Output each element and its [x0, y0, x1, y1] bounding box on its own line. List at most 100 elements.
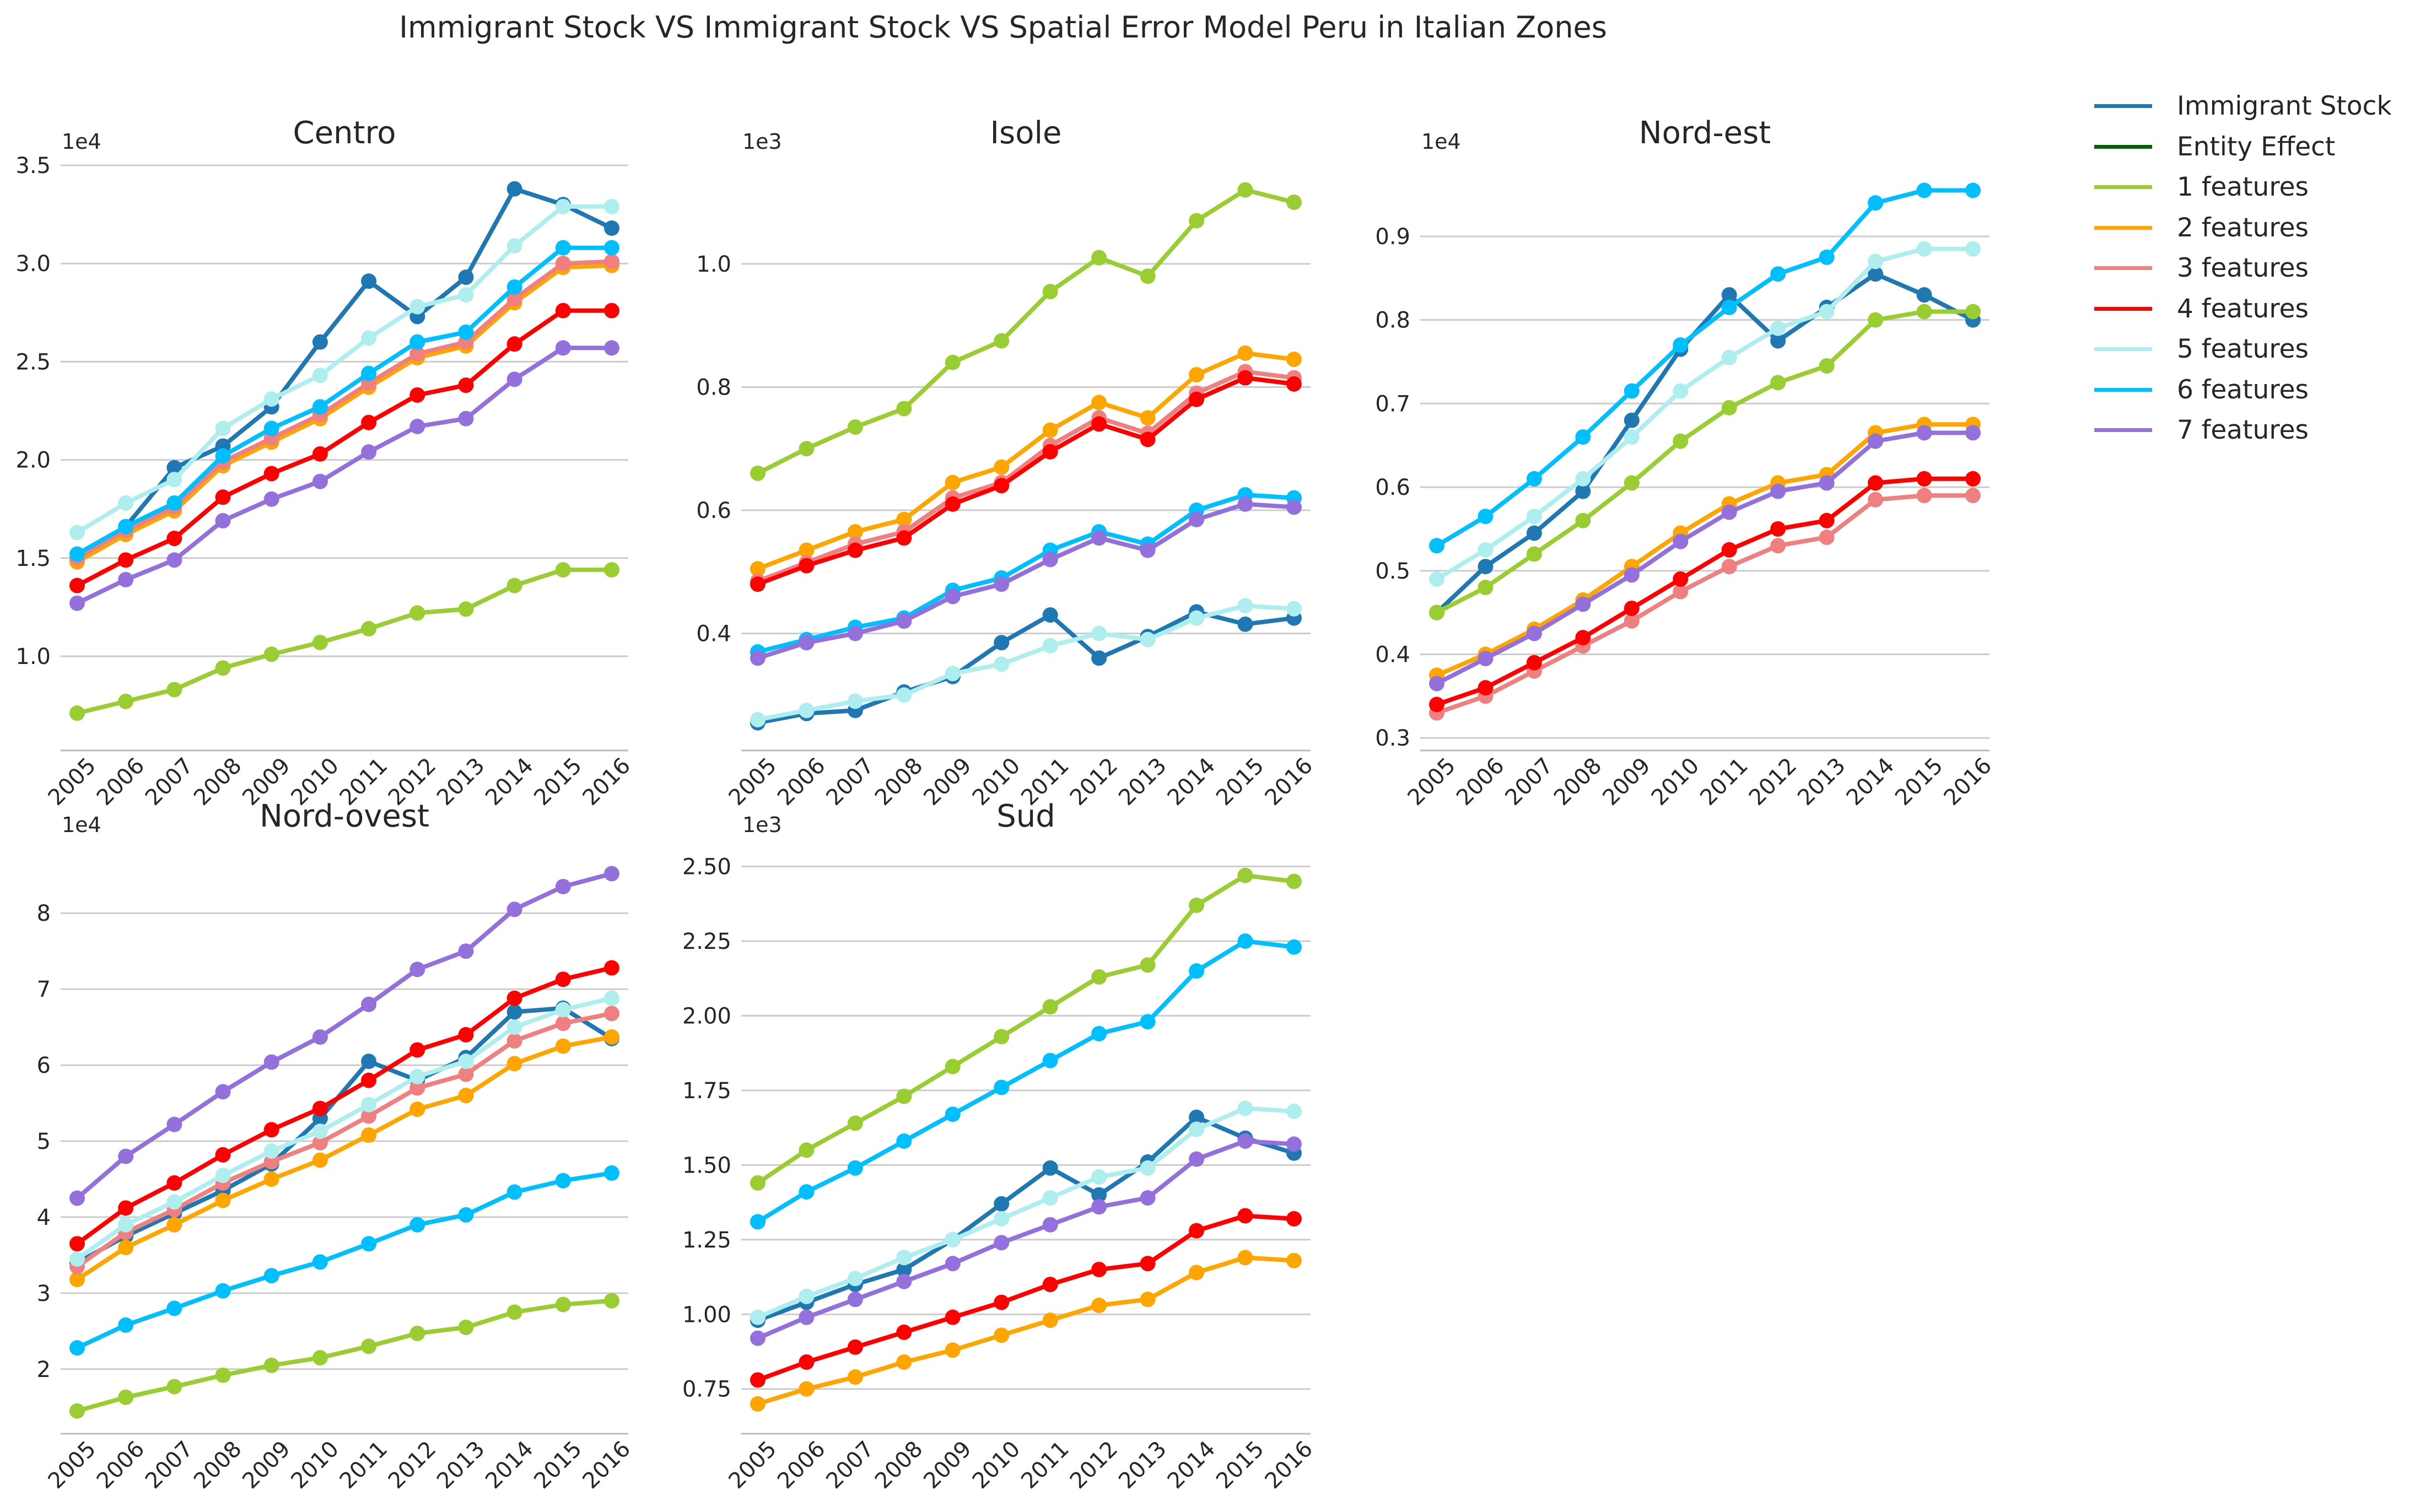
- data-point: [1965, 304, 1981, 320]
- x-tick-label: 2012: [1744, 753, 1802, 811]
- data-point: [1237, 496, 1253, 512]
- x-tick-label: 2006: [1452, 753, 1509, 811]
- data-point: [458, 1207, 474, 1223]
- data-point: [1237, 598, 1253, 614]
- data-point: [361, 1054, 377, 1070]
- series-line: [1435, 422, 1975, 678]
- data-point: [263, 1171, 279, 1187]
- data-point: [361, 621, 377, 637]
- x-tick-label: 2005: [724, 1437, 782, 1494]
- series-3-features: [750, 364, 1302, 589]
- data-point: [799, 1142, 815, 1158]
- data-point: [896, 1088, 912, 1104]
- data-point: [361, 414, 377, 430]
- data-point: [166, 1379, 182, 1395]
- data-point: [847, 1339, 863, 1355]
- data-point: [994, 656, 1010, 672]
- data-point: [361, 996, 377, 1012]
- data-point: [1526, 655, 1542, 671]
- series-line: [1435, 476, 1975, 707]
- data-point: [1770, 483, 1786, 499]
- data-point: [1189, 610, 1205, 626]
- data-point: [994, 635, 1010, 651]
- data-point: [506, 577, 522, 593]
- data-point: [750, 712, 765, 728]
- axis-exponent: 1e3: [742, 813, 782, 837]
- data-point: [1286, 939, 1302, 955]
- subplot-nord-ovest: 2345678200520062007200820092010201120122…: [37, 798, 636, 1494]
- y-tick-label: 8: [37, 901, 51, 926]
- data-point: [945, 1059, 961, 1074]
- legend-swatch: [2094, 144, 2152, 149]
- data-point: [312, 1029, 328, 1045]
- y-tick-label: 1.50: [682, 1153, 731, 1178]
- y-tick-label: 3.5: [15, 153, 51, 179]
- data-point: [409, 1080, 425, 1096]
- data-point: [750, 1396, 765, 1412]
- series-line: [1435, 246, 1975, 581]
- data-point: [750, 576, 765, 592]
- data-point: [799, 558, 815, 574]
- subplot-isole: 0.40.60.81.02005200620072008200920102011…: [696, 115, 1318, 811]
- data-point: [1819, 249, 1835, 265]
- data-point: [166, 1175, 182, 1191]
- data-point: [1526, 625, 1542, 641]
- series-2-features: [69, 257, 619, 570]
- data-point: [118, 1240, 134, 1256]
- data-point: [896, 1273, 912, 1289]
- data-point: [1091, 1261, 1107, 1277]
- legend-label: Entity Effect: [2177, 131, 2336, 162]
- data-point: [896, 1250, 912, 1266]
- data-point: [847, 1271, 863, 1287]
- x-tick-label: 2005: [724, 753, 782, 811]
- data-point: [506, 181, 522, 197]
- data-point: [1140, 1014, 1156, 1030]
- data-point: [1189, 511, 1205, 527]
- series-line: [756, 873, 1296, 1185]
- data-point: [409, 1101, 425, 1117]
- series-line: [756, 1139, 1296, 1341]
- legend-item: Entity Effect: [2094, 127, 2392, 168]
- data-point: [263, 1122, 279, 1138]
- data-point: [1673, 584, 1689, 600]
- data-point: [1286, 499, 1302, 515]
- data-point: [604, 562, 619, 578]
- data-point: [896, 530, 912, 546]
- x-tick-label: 2007: [1500, 753, 1558, 811]
- series-4-features: [750, 1208, 1302, 1388]
- data-point: [409, 1325, 425, 1341]
- series-5-features: [750, 1100, 1302, 1325]
- series-4-features: [69, 960, 619, 1252]
- data-point: [847, 542, 863, 558]
- data-point: [361, 273, 377, 289]
- data-point: [1286, 873, 1302, 889]
- series-3-features: [1429, 488, 1981, 721]
- data-point: [1189, 367, 1205, 383]
- x-tick-label: 2015: [529, 1437, 587, 1494]
- data-point: [1140, 1160, 1156, 1176]
- data-point: [750, 1309, 765, 1325]
- x-tick-label: 2016: [1939, 753, 1997, 811]
- x-tick-label: 2014: [1163, 1437, 1221, 1494]
- data-point: [994, 1294, 1010, 1310]
- data-point: [1478, 509, 1494, 525]
- x-tick-label: 2013: [1114, 1437, 1172, 1494]
- data-point: [69, 525, 85, 541]
- data-point: [1721, 349, 1737, 365]
- data-point: [1526, 509, 1542, 525]
- data-point: [1091, 650, 1107, 666]
- data-point: [847, 625, 863, 641]
- data-point: [69, 577, 85, 593]
- data-point: [1140, 542, 1156, 558]
- data-point: [945, 1342, 961, 1358]
- x-tick-label: 2012: [384, 1437, 441, 1494]
- x-tick-label: 2007: [141, 1437, 198, 1494]
- data-point: [1526, 546, 1542, 562]
- data-point: [263, 1154, 279, 1170]
- data-point: [361, 1097, 377, 1113]
- data-point: [458, 269, 474, 285]
- series-5-features: [69, 990, 619, 1267]
- series-6-features: [69, 1165, 619, 1356]
- data-point: [555, 1038, 571, 1054]
